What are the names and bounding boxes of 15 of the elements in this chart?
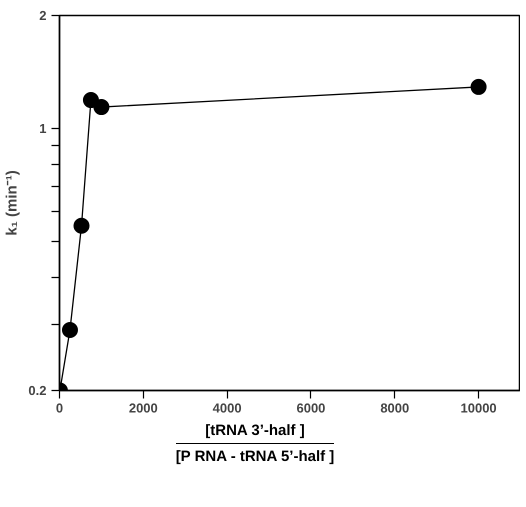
y-tick-label: 2 [39, 8, 47, 23]
point [93, 99, 110, 116]
x-tick-label: 0 [56, 400, 64, 416]
y-axis-title: k₁ (min⁻¹) [3, 170, 20, 236]
y-tick-label: 0.2 [28, 383, 47, 398]
point [470, 78, 487, 95]
y-tick-label: 1 [39, 120, 47, 136]
x-tick-label: 2000 [128, 400, 158, 416]
point [74, 218, 90, 234]
x-tick-label: 8000 [380, 400, 410, 416]
point [62, 322, 78, 338]
x-tick-label: 10000 [460, 400, 497, 416]
x-axis-title: [tRNA 3’-half ] [P RNA - tRNA 5’-half ] [176, 421, 334, 468]
x-tick-label: 4000 [212, 400, 242, 416]
x-tick-label: 6000 [296, 400, 326, 416]
